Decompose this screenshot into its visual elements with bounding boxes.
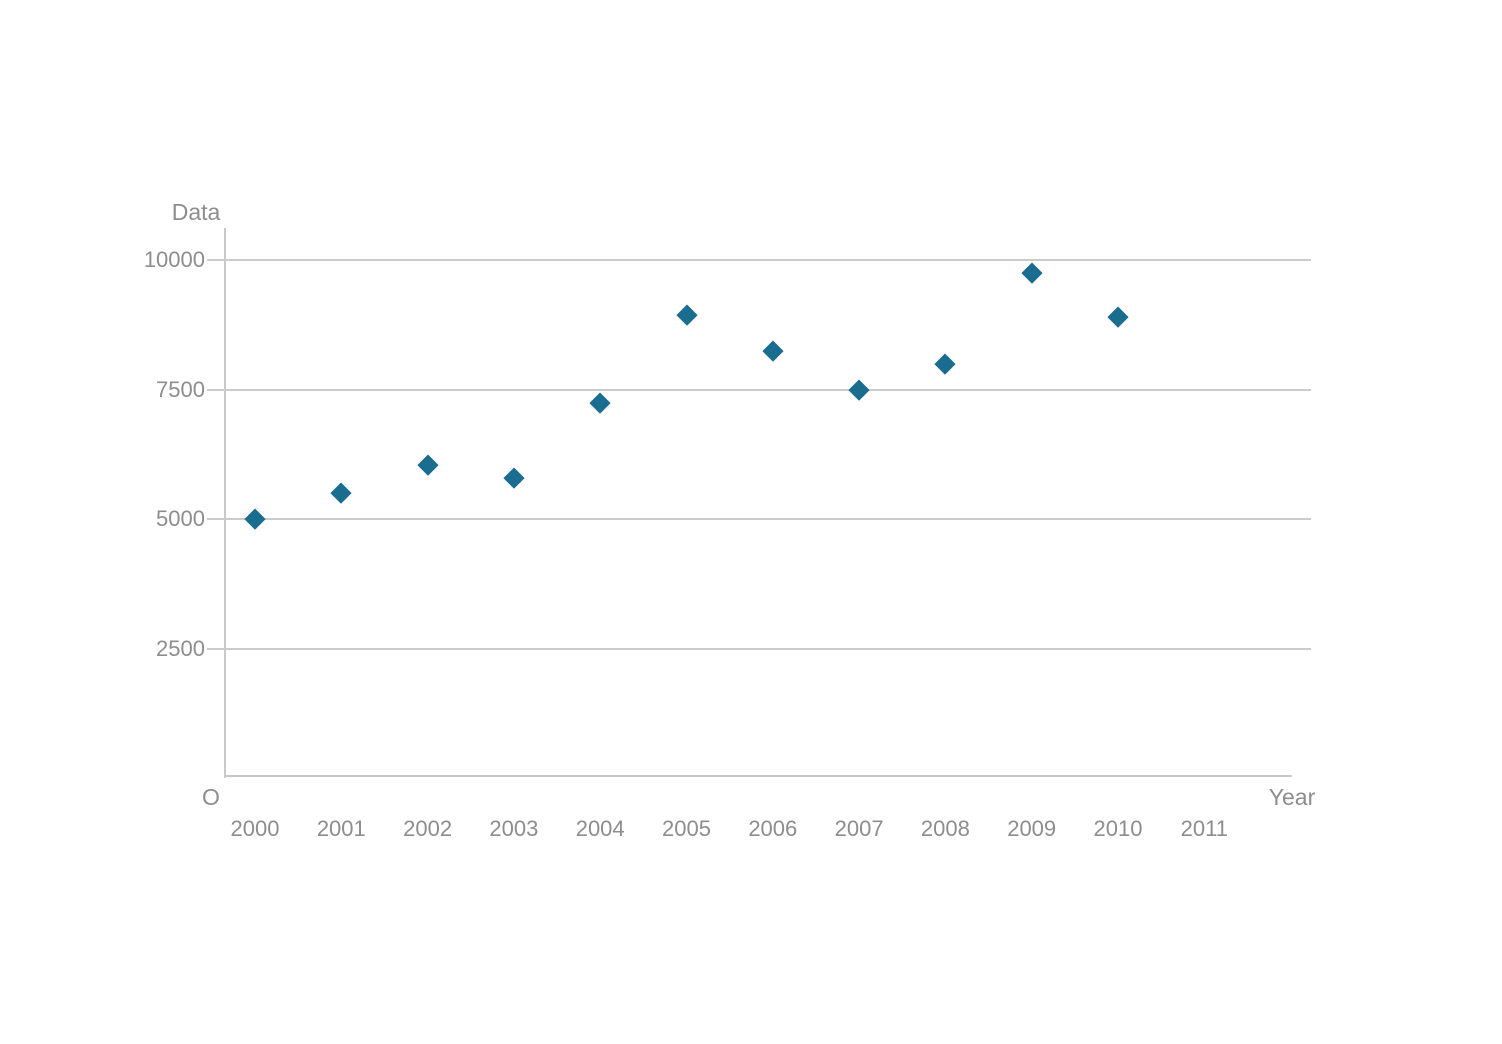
y-tick-label-10000: 10000 — [143, 247, 205, 273]
x-tick-label-2000: 2000 — [230, 816, 280, 841]
x-tick-label-2005: 2005 — [662, 816, 711, 841]
y-tick-label-7500: 7500 — [156, 376, 205, 402]
y-axis-line — [224, 228, 226, 778]
x-tick-label-2008: 2008 — [920, 816, 970, 841]
y-tick-label-2500: 2500 — [156, 635, 205, 661]
y-tick-label-5000: 5000 — [156, 506, 205, 532]
x-tick-label-2003: 2003 — [489, 816, 539, 841]
data-point-2002 — [417, 454, 439, 476]
x-tick-label-2010: 2010 — [1093, 816, 1143, 841]
data-point-2006 — [762, 340, 784, 362]
gridline-7500 — [207, 388, 1311, 391]
gridline-10000 — [207, 259, 1311, 262]
x-tick-label-2004: 2004 — [575, 816, 625, 841]
x-axis-title: Year — [1268, 784, 1316, 810]
data-point-2001 — [330, 482, 352, 504]
data-point-2009 — [1021, 262, 1043, 284]
data-point-2003 — [503, 467, 525, 489]
gridline-2500 — [207, 647, 1311, 650]
data-point-2008 — [934, 353, 956, 375]
data-point-2004 — [589, 392, 611, 414]
x-tick-label-2007: 2007 — [834, 816, 884, 841]
data-point-2005 — [676, 304, 697, 326]
gridline-5000 — [207, 518, 1311, 521]
x-tick-label-2009: 2009 — [1007, 816, 1057, 841]
x-tick-label-2002: 2002 — [403, 816, 453, 841]
x-tick-label-2006: 2006 — [748, 816, 798, 841]
data-point-2000 — [244, 508, 266, 530]
x-axis-line — [224, 775, 1292, 777]
x-tick-label-2001: 2001 — [316, 816, 366, 841]
x-tick-label-2011: 2011 — [1180, 816, 1228, 841]
y-axis-title: Data — [171, 199, 221, 225]
data-point-2010 — [1107, 306, 1129, 328]
origin-label: O — [202, 784, 220, 810]
data-point-2007 — [848, 379, 870, 401]
